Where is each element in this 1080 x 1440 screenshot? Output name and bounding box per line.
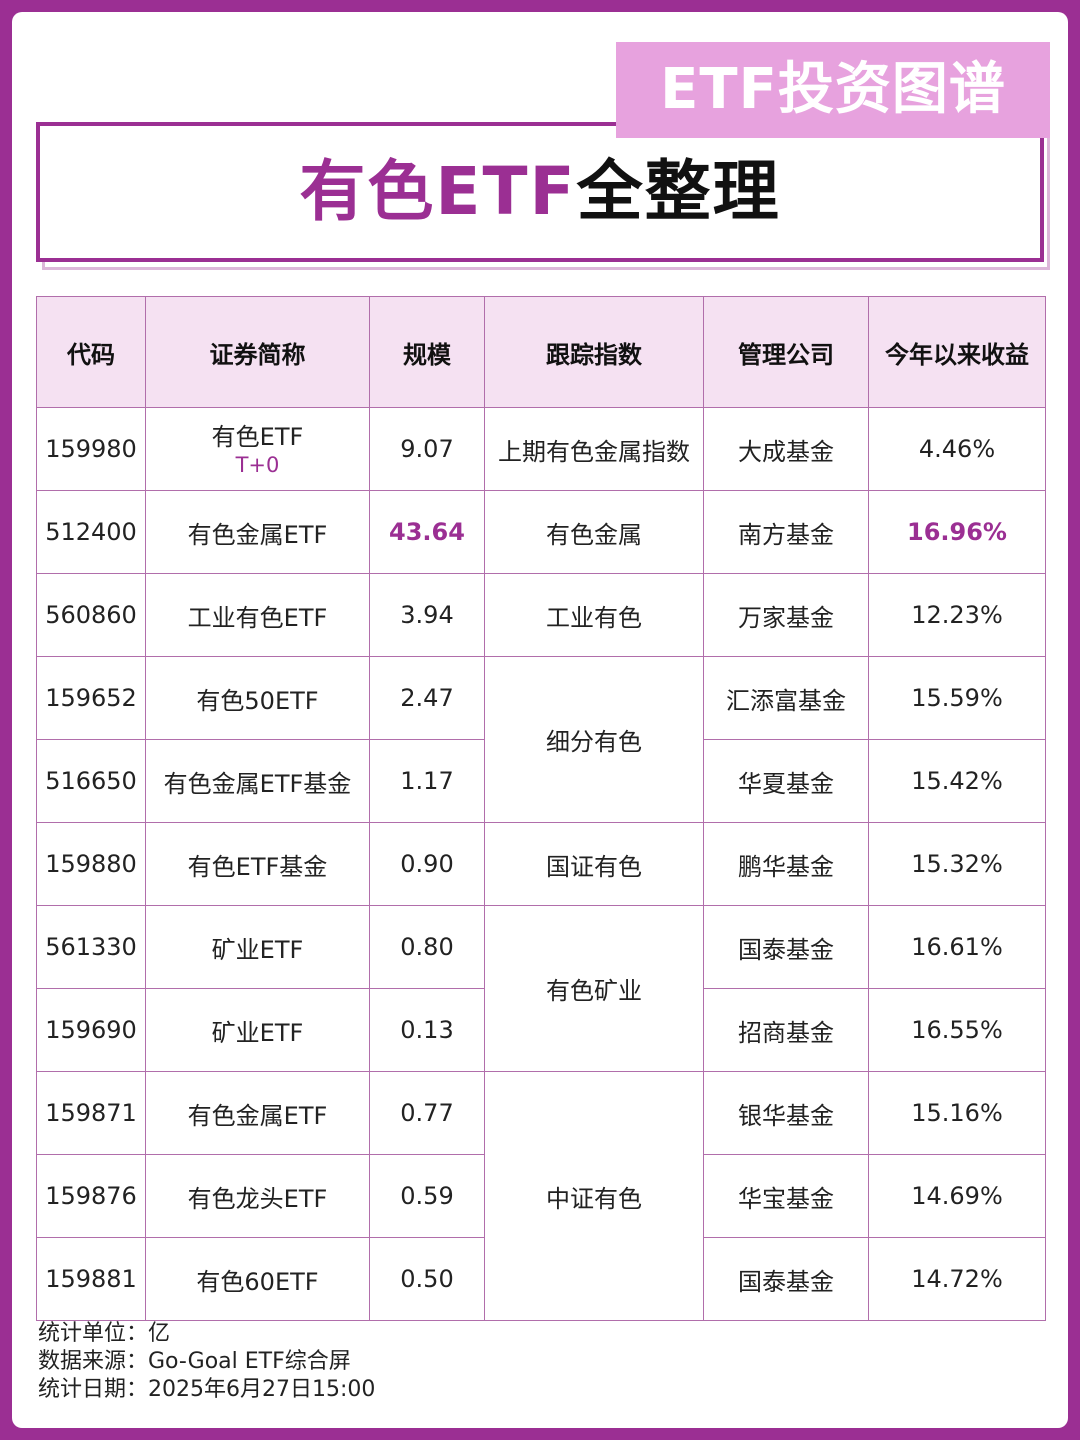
cell-code: 159980 <box>36 407 146 491</box>
cell-code: 512400 <box>36 490 146 574</box>
header-manager: 管理公司 <box>703 296 869 408</box>
cell-manager: 鹏华基金 <box>703 822 869 906</box>
cell-size: 9.07 <box>369 407 485 491</box>
footer-unit: 统计单位：亿 <box>38 1321 171 1346</box>
footer-notes: 统计单位：亿 数据来源：Go-Goal ETF综合屏 统计日期：2025年6月2… <box>38 1320 375 1404</box>
cell-size: 1.17 <box>369 739 485 823</box>
cell-ytd: 15.32% <box>868 822 1046 906</box>
table-row: 159980 有色ETF T+0 9.07 上期有色金属指数 大成基金 4.46… <box>36 407 1046 491</box>
cell-ytd: 15.59% <box>868 656 1046 740</box>
cell-code: 159871 <box>36 1071 146 1155</box>
cell-name: 有色金属ETF基金 <box>145 739 370 823</box>
cell-ytd: 16.61% <box>868 905 1046 989</box>
cell-name: 有色ETF T+0 <box>145 407 370 491</box>
banner: ETF投资图谱 <box>616 42 1050 138</box>
title-frame <box>36 122 1044 262</box>
cell-name: 工业有色ETF <box>145 573 370 657</box>
table-header-row: 代码 证券简称 规模 跟踪指数 管理公司 今年以来收益 <box>36 296 1046 408</box>
title-dark: 全整理 <box>576 153 781 230</box>
table-row: 159690 矿业ETF 0.13 招商基金 16.55% <box>36 988 1046 1072</box>
cell-code: 159881 <box>36 1237 146 1321</box>
header-code: 代码 <box>36 296 146 408</box>
table-row: 159880 有色ETF基金 0.90 国证有色 鹏华基金 15.32% <box>36 822 1046 906</box>
header-ytd: 今年以来收益 <box>868 296 1046 408</box>
footer-date: 统计日期：2025年6月27日15:00 <box>38 1377 376 1402</box>
cell-code: 159690 <box>36 988 146 1072</box>
cell-index: 工业有色 <box>484 573 704 657</box>
cell-size: 0.59 <box>369 1154 485 1238</box>
table-row: 560860 工业有色ETF 3.94 工业有色 万家基金 12.23% <box>36 573 1046 657</box>
cell-index: 有色金属 <box>484 490 704 574</box>
cell-index: 细分有色 <box>484 656 704 823</box>
cell-ytd: 4.46% <box>868 407 1046 491</box>
cell-size: 2.47 <box>369 656 485 740</box>
cell-code: 159652 <box>36 656 146 740</box>
table-row: 159871 有色金属ETF 0.77 中证有色 银华基金 15.16% <box>36 1071 1046 1321</box>
cell-size: 0.50 <box>369 1237 485 1321</box>
cell-code: 561330 <box>36 905 146 989</box>
table-row: 561330 矿业ETF 0.80 有色矿业 国泰基金 16.61% <box>36 905 1046 1072</box>
cell-name: 矿业ETF <box>145 988 370 1072</box>
cell-name: 有色60ETF <box>145 1237 370 1321</box>
table-row: 516650 有色金属ETF基金 1.17 华夏基金 15.42% <box>36 739 1046 823</box>
cell-manager: 大成基金 <box>703 407 869 491</box>
table-row: 159652 有色50ETF 2.47 细分有色 汇添富基金 15.59% <box>36 656 1046 823</box>
cell-size: 0.13 <box>369 988 485 1072</box>
cell-ytd: 16.96% <box>868 490 1046 574</box>
cell-code: 159876 <box>36 1154 146 1238</box>
table-row: 512400 有色金属ETF 43.64 有色金属 南方基金 16.96% <box>36 490 1046 574</box>
cell-ytd: 12.23% <box>868 573 1046 657</box>
header-name: 证券简称 <box>145 296 370 408</box>
header-index: 跟踪指数 <box>484 296 704 408</box>
cell-manager: 南方基金 <box>703 490 869 574</box>
etf-table: 代码 证券简称 规模 跟踪指数 管理公司 今年以来收益 159980 有色ETF… <box>36 296 1046 1321</box>
cell-size: 0.80 <box>369 905 485 989</box>
cell-name: 有色龙头ETF <box>145 1154 370 1238</box>
cell-size: 0.77 <box>369 1071 485 1155</box>
page: ETF投资图谱 有色ETF全整理 代码 证券简称 规模 跟踪指数 管理公司 今年… <box>12 12 1068 1428</box>
cell-manager: 汇添富基金 <box>703 656 869 740</box>
cell-ytd: 15.42% <box>868 739 1046 823</box>
cell-manager: 国泰基金 <box>703 905 869 989</box>
cell-size: 3.94 <box>369 573 485 657</box>
cell-manager: 万家基金 <box>703 573 869 657</box>
cell-index: 有色矿业 <box>484 905 704 1072</box>
table-row: 159876 有色龙头ETF 0.59 华宝基金 14.69% <box>36 1154 1046 1238</box>
title-accent: 有色ETF <box>299 153 577 230</box>
cell-ytd: 16.55% <box>868 988 1046 1072</box>
cell-code: 560860 <box>36 573 146 657</box>
cell-name: 有色金属ETF <box>145 1071 370 1155</box>
cell-ytd: 14.69% <box>868 1154 1046 1238</box>
cell-index: 中证有色 <box>484 1071 704 1321</box>
t0-tag: T+0 <box>235 453 280 477</box>
cell-manager: 招商基金 <box>703 988 869 1072</box>
footer-source: 数据来源：Go-Goal ETF综合屏 <box>38 1349 351 1374</box>
page-title: 有色ETF全整理 <box>12 152 1068 232</box>
cell-name: 有色ETF基金 <box>145 822 370 906</box>
header-size: 规模 <box>369 296 485 408</box>
cell-size: 0.90 <box>369 822 485 906</box>
cell-ytd: 15.16% <box>868 1071 1046 1155</box>
cell-index: 国证有色 <box>484 822 704 906</box>
cell-manager: 华夏基金 <box>703 739 869 823</box>
cell-manager: 华宝基金 <box>703 1154 869 1238</box>
cell-name-text: 有色ETF <box>211 423 304 451</box>
cell-manager: 国泰基金 <box>703 1237 869 1321</box>
cell-name: 有色金属ETF <box>145 490 370 574</box>
cell-code: 159880 <box>36 822 146 906</box>
cell-size: 43.64 <box>369 490 485 574</box>
cell-name: 矿业ETF <box>145 905 370 989</box>
table-row: 159881 有色60ETF 0.50 国泰基金 14.72% <box>36 1237 1046 1321</box>
cell-code: 516650 <box>36 739 146 823</box>
cell-ytd: 14.72% <box>868 1237 1046 1321</box>
cell-manager: 银华基金 <box>703 1071 869 1155</box>
cell-index: 上期有色金属指数 <box>484 407 704 491</box>
cell-name: 有色50ETF <box>145 656 370 740</box>
